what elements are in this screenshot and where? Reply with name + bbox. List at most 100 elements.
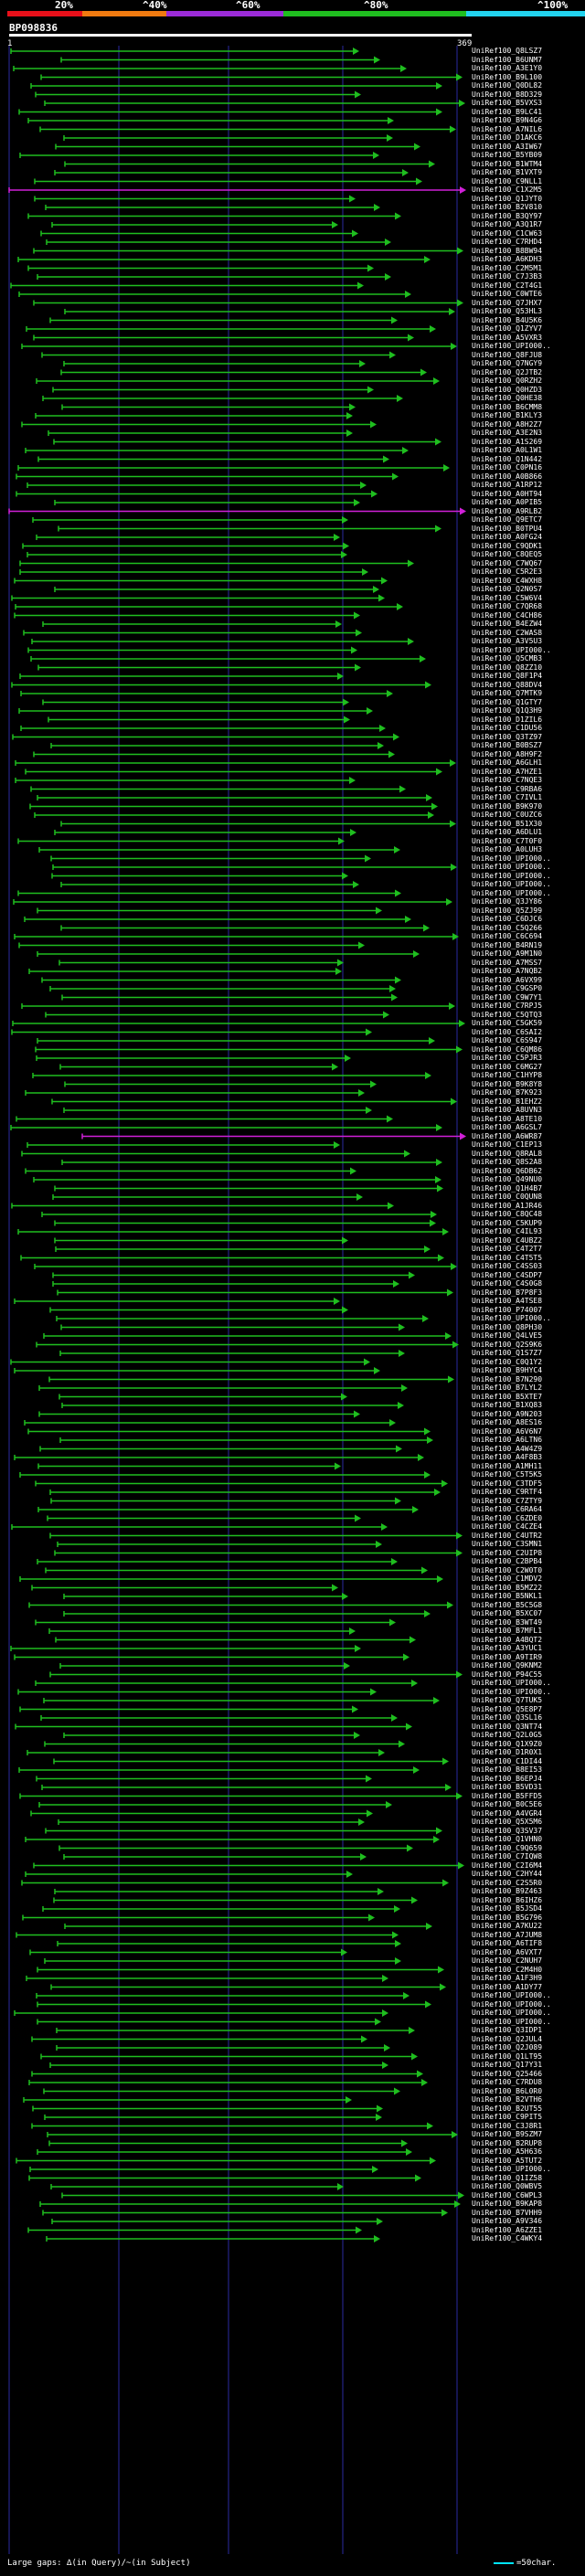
hit-label[interactable]: UniRef100_UPI000.. xyxy=(472,2009,551,2017)
hit-label[interactable]: UniRef100_C6DJC6 xyxy=(472,915,543,923)
hit-label[interactable]: UniRef100_D1AKC6 xyxy=(472,133,543,142)
hit-label[interactable]: UniRef100_Q7TUK5 xyxy=(472,1696,543,1704)
hit-label[interactable]: UniRef100_UPI000.. xyxy=(472,863,551,871)
hit-label[interactable]: UniRef100_C4WXH8 xyxy=(472,576,543,585)
hit-label[interactable]: UniRef100_UPI000.. xyxy=(472,645,551,654)
hit-label[interactable]: UniRef100_B3QY97 xyxy=(472,211,543,220)
hit-label[interactable]: UniRef100_C2HY44 xyxy=(472,1870,543,1878)
hit-label[interactable]: UniRef100_D1ZIL6 xyxy=(472,715,543,724)
hit-label[interactable]: UniRef100_C0WTE6 xyxy=(472,290,543,298)
hit-label[interactable]: UniRef100_Q2L0G5 xyxy=(472,1731,543,1739)
hit-label[interactable]: UniRef100_B8EI53 xyxy=(472,1765,543,1774)
hit-label[interactable]: UniRef100_C7RDU8 xyxy=(472,2078,543,2086)
hit-label[interactable]: UniRef100_UPI000.. xyxy=(472,1679,551,1687)
hit-label[interactable]: UniRef100_Q7MTK9 xyxy=(472,689,543,697)
hit-label[interactable]: UniRef100_C4IL93 xyxy=(472,1227,543,1235)
hit-label[interactable]: UniRef100_P94C55 xyxy=(472,1670,543,1679)
hit-label[interactable]: UniRef100_Q3TZ97 xyxy=(472,732,543,741)
hit-label[interactable]: UniRef100_C6C694 xyxy=(472,932,543,940)
hit-label[interactable]: UniRef100_UPI000.. xyxy=(472,871,551,880)
hit-label[interactable]: UniRef100_UPI000.. xyxy=(472,1991,551,1999)
hit-label[interactable]: UniRef100_UPI000.. xyxy=(472,1999,551,2009)
hit-label[interactable]: UniRef100_C2BPB4 xyxy=(472,1557,543,1565)
hit-label[interactable]: UniRef100_C6QM86 xyxy=(472,1044,543,1054)
hit-label[interactable]: UniRef100_Q2JTB2 xyxy=(472,367,543,376)
hit-label[interactable]: UniRef100_Q0HZD3 xyxy=(472,385,543,394)
hit-label[interactable]: UniRef100_Q2J089 xyxy=(472,2043,543,2051)
hit-label[interactable]: UniRef100_B7N290 xyxy=(472,1374,543,1383)
hit-label[interactable]: UniRef100_C9PIT5 xyxy=(472,2113,543,2121)
hit-label[interactable]: UniRef100_C7QR68 xyxy=(472,602,543,610)
hit-label[interactable]: UniRef100_A1JR46 xyxy=(472,1201,543,1210)
hit-label[interactable]: UniRef100_Q8S2A8 xyxy=(472,1158,543,1166)
hit-label[interactable]: UniRef100_B1WTM4 xyxy=(472,159,543,168)
hit-label[interactable]: UniRef100_C0Q1Y2 xyxy=(472,1357,543,1366)
hit-label[interactable]: UniRef100_A3YUC1 xyxy=(472,1644,543,1652)
hit-label[interactable]: UniRef100_A9N203 xyxy=(472,1409,543,1418)
hit-label[interactable]: UniRef100_A1MH11 xyxy=(472,1461,543,1470)
hit-label[interactable]: UniRef100_Q8ZZ10 xyxy=(472,663,543,672)
hit-label[interactable]: UniRef100_A1F3H9 xyxy=(472,1974,543,1982)
hit-label[interactable]: UniRef100_C7IQW8 xyxy=(472,1852,543,1860)
hit-label[interactable]: UniRef100_C4T2T7 xyxy=(472,1245,543,1253)
hit-label[interactable]: UniRef100_B5G796 xyxy=(472,1913,543,1922)
hit-label[interactable]: UniRef100_C2NUH7 xyxy=(472,1956,543,1965)
hit-label[interactable]: UniRef100_C5T5K5 xyxy=(472,1470,543,1479)
hit-label[interactable]: UniRef100_B3WT49 xyxy=(472,1617,543,1627)
hit-label[interactable]: UniRef100_A4VGR4 xyxy=(472,1808,543,1818)
hit-label[interactable]: UniRef100_A8UVN3 xyxy=(472,1106,543,1114)
hit-label[interactable]: UniRef100_Q8F1P4 xyxy=(472,672,543,680)
hit-label[interactable]: UniRef100_B8D329 xyxy=(472,90,543,99)
hit-label[interactable]: UniRef100_Q0RZH2 xyxy=(472,376,543,385)
hit-label[interactable]: UniRef100_C5W6V4 xyxy=(472,593,543,602)
hit-label[interactable]: UniRef100_A7NIL6 xyxy=(472,124,543,133)
hit-label[interactable]: UniRef100_B5VD31 xyxy=(472,1783,543,1791)
hit-label[interactable]: UniRef100_Q1GTY7 xyxy=(472,697,543,706)
hit-label[interactable]: UniRef100_Q4LVE5 xyxy=(472,1331,543,1340)
hit-label[interactable]: UniRef100_Q9KNM2 xyxy=(472,1661,543,1670)
hit-label[interactable]: UniRef100_Q1Q3H9 xyxy=(472,706,543,715)
hit-label[interactable]: UniRef100_C6ZDE0 xyxy=(472,1513,543,1522)
hit-label[interactable]: UniRef100_B5YB09 xyxy=(472,151,543,159)
hit-label[interactable]: UniRef100_A5VXR3 xyxy=(472,333,543,342)
hit-label[interactable]: UniRef100_C1X2M5 xyxy=(472,186,543,194)
hit-label[interactable]: UniRef100_C4S0G8 xyxy=(472,1279,543,1288)
hit-label[interactable]: UniRef100_A4W4Z9 xyxy=(472,1444,543,1453)
hit-label[interactable]: UniRef100_C8QC48 xyxy=(472,1210,543,1218)
hit-label[interactable]: UniRef100_Q2S9K6 xyxy=(472,1340,543,1349)
hit-label[interactable]: UniRef100_B9LC41 xyxy=(472,107,543,116)
hit-label[interactable]: UniRef100_C4WKY4 xyxy=(472,2234,543,2242)
hit-label[interactable]: UniRef100_C2S5R0 xyxy=(472,1878,543,1887)
hit-label[interactable]: UniRef100_A7JUM8 xyxy=(472,1930,543,1939)
hit-label[interactable]: UniRef100_B2VTH6 xyxy=(472,2095,543,2104)
hit-label[interactable]: UniRef100_A1S269 xyxy=(472,437,543,446)
hit-label[interactable]: UniRef100_B2V810 xyxy=(472,203,543,211)
hit-label[interactable]: UniRef100_Q6DB62 xyxy=(472,1166,543,1175)
hit-label[interactable]: UniRef100_B7VHH9 xyxy=(472,2208,543,2217)
hit-label[interactable]: UniRef100_Q3SL16 xyxy=(472,1713,543,1722)
hit-label[interactable]: UniRef100_A0FG24 xyxy=(472,533,543,541)
hit-label[interactable]: UniRef100_B7MFL1 xyxy=(472,1627,543,1635)
hit-label[interactable]: UniRef100_A4TSE8 xyxy=(472,1297,543,1305)
hit-label[interactable]: UniRef100_UPI000.. xyxy=(472,853,551,863)
hit-label[interactable]: UniRef100_A8TE10 xyxy=(472,1114,543,1123)
hit-label[interactable]: UniRef100_Q7JHX7 xyxy=(472,298,543,307)
hit-label[interactable]: UniRef100_A8H2Z7 xyxy=(472,419,543,429)
hit-label[interactable]: UniRef100_B9N4G6 xyxy=(472,116,543,124)
hit-label[interactable]: UniRef100_C5Q266 xyxy=(472,923,543,932)
hit-label[interactable]: UniRef100_P74007 xyxy=(472,1305,543,1314)
hit-label[interactable]: UniRef100_C2W0T0 xyxy=(472,1565,543,1574)
hit-label[interactable]: UniRef100_B0TPU4 xyxy=(472,524,543,533)
hit-label[interactable]: UniRef100_Q8FJU8 xyxy=(472,350,543,359)
hit-label[interactable]: UniRef100_C0QUN8 xyxy=(472,1193,543,1201)
hit-label[interactable]: UniRef100_A9RLB2 xyxy=(472,506,543,515)
hit-label[interactable]: UniRef100_A7HZE1 xyxy=(472,767,543,776)
hit-label[interactable]: UniRef100_A6GLH1 xyxy=(472,758,543,767)
hit-label[interactable]: UniRef100_C6MG27 xyxy=(472,1062,543,1071)
hit-label[interactable]: UniRef100_B5MZ22 xyxy=(472,1583,543,1592)
hit-label[interactable]: UniRef100_A7MSS7 xyxy=(472,958,543,967)
hit-label[interactable]: UniRef100_Q3NT74 xyxy=(472,1722,543,1731)
hit-label[interactable]: UniRef100_A6VX99 xyxy=(472,975,543,984)
hit-label[interactable]: UniRef100_C1DU56 xyxy=(472,724,543,732)
hit-label[interactable]: UniRef100_C5KUP9 xyxy=(472,1218,543,1227)
